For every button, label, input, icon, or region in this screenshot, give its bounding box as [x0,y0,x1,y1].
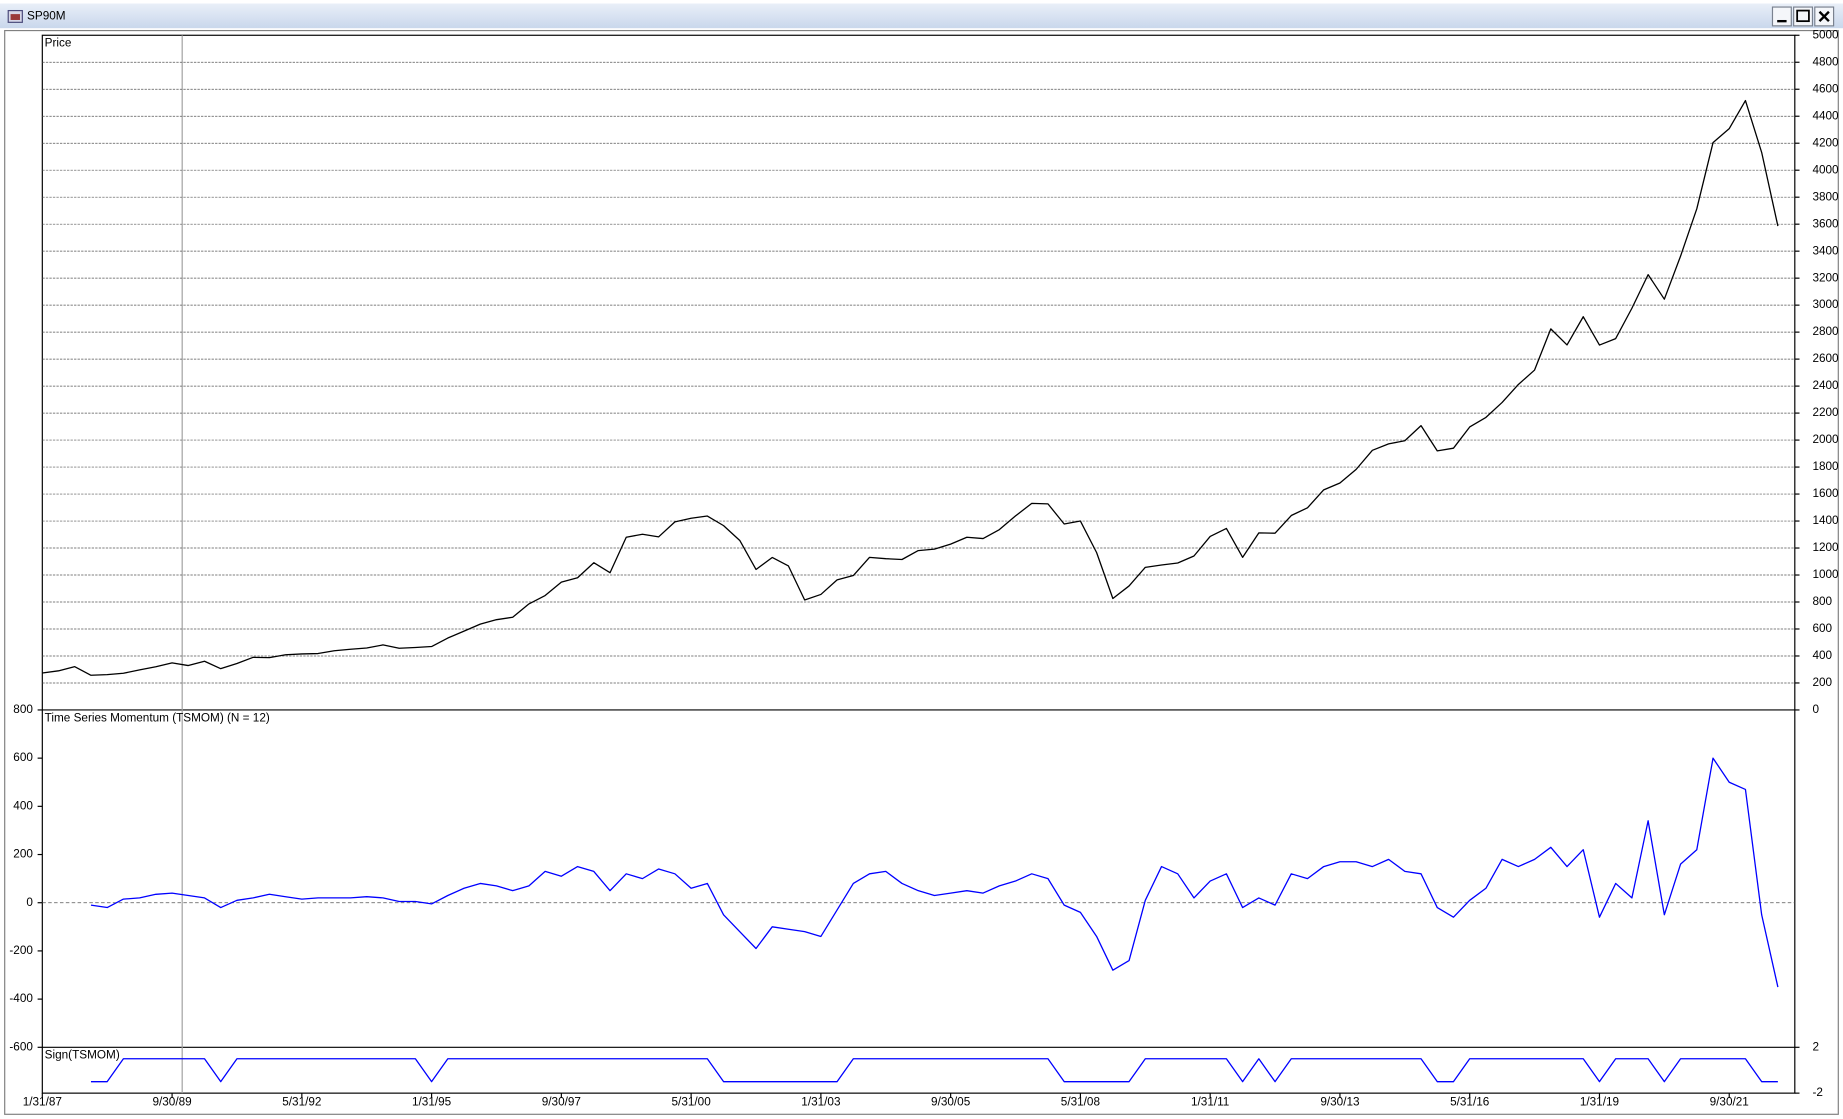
x-tick-label: 5/31/16 [1450,1096,1490,1109]
window-buttons[interactable] [1771,6,1835,27]
x-tick-label: 1/31/19 [1580,1096,1619,1109]
y-tick-label: 2800 [1812,325,1839,338]
y-tick-label: 600 [13,751,33,764]
y-tick-label: -400 [9,992,33,1005]
y-tick-label: 2400 [1812,379,1839,392]
y-tick-label: 0 [26,896,33,909]
y-tick-label: 800 [13,703,33,716]
y-tick-label: 4600 [1812,82,1839,95]
window-title: SP90M [27,10,66,23]
y-tick-label: 4000 [1812,163,1839,176]
chart-frame [4,29,1839,1115]
series-line [42,99,1779,676]
y-tick-label: 600 [1812,622,1832,635]
y-tick-label: 800 [1812,595,1832,608]
y-tick-label: 400 [13,799,33,812]
x-tick-label: 9/30/13 [1320,1096,1360,1109]
series-line [90,757,1779,988]
minimize-button[interactable] [1771,6,1792,27]
y-tick-label: 3200 [1812,271,1839,284]
pane-title: Sign(TSMOM) [45,1049,120,1062]
title-bar [0,3,1843,29]
y-tick-label: 200 [13,848,33,861]
x-tick-label: 5/31/00 [672,1096,712,1109]
x-tick-label: 1/31/11 [1191,1096,1229,1109]
series-line [90,1058,1778,1083]
y-tick-label: 3000 [1812,298,1839,311]
y-tick-label: 2000 [1812,433,1839,446]
y-tick-label: 1800 [1812,460,1839,473]
y-tick-label: 400 [1812,649,1832,662]
y-tick-label: 1200 [1812,541,1839,554]
pane-title: Price [45,37,72,50]
x-tick-label: 5/31/08 [1061,1096,1101,1109]
pane-title: Time Series Momentum (TSMOM) (N = 12) [45,711,270,724]
x-tick-label: 1/31/87 [23,1096,62,1109]
window-icon-inner [10,14,20,20]
x-tick-label: 1/31/95 [412,1096,452,1109]
plot-area [41,34,1796,1094]
y-tick-label: 2 [1812,1040,1819,1053]
y-tick-label: 4200 [1812,136,1839,149]
y-tick-label: 4800 [1812,55,1839,68]
y-tick-label: 3400 [1812,244,1839,257]
x-tick-label: 9/30/97 [542,1096,581,1109]
y-tick-label: 5000 [1812,28,1839,41]
y-tick-label: -600 [9,1040,33,1053]
y-tick-label: -2 [1812,1086,1822,1099]
y-tick-label: 0 [1812,703,1819,716]
maximize-glyph [1796,9,1810,23]
y-tick-label: -200 [9,944,33,957]
x-tick-label: 9/30/89 [152,1096,191,1109]
y-tick-label: 3600 [1812,217,1839,230]
y-tick-label: 2200 [1812,406,1839,419]
close-glyph [1818,10,1830,22]
y-tick-label: 4400 [1812,109,1839,122]
x-tick-label: 9/30/21 [1710,1096,1749,1109]
y-tick-label: 3800 [1812,190,1839,203]
x-tick-label: 9/30/05 [931,1096,971,1109]
y-tick-label: 2600 [1812,352,1839,365]
y-tick-label: 1600 [1812,487,1839,500]
y-tick-label: 200 [1812,676,1832,689]
x-tick-label: 5/31/92 [282,1096,321,1109]
x-tick-label: 1/31/03 [801,1096,841,1109]
y-tick-label: 1400 [1812,514,1839,527]
y-tick-label: 1000 [1812,568,1839,581]
